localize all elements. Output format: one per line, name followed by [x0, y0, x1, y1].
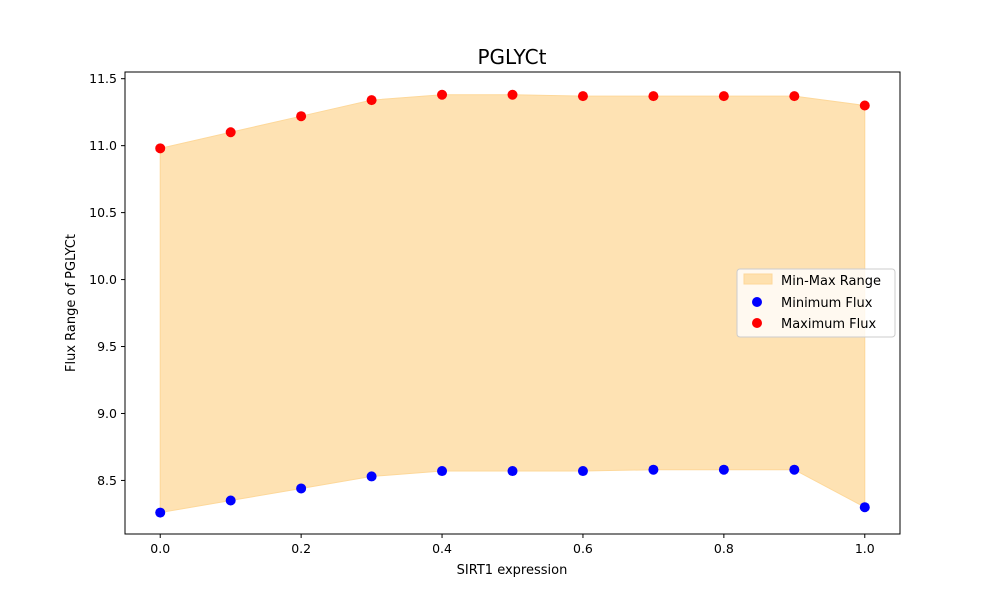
y-tick-label-6: 11.5 — [89, 71, 117, 86]
legend-label-range: Min-Max Range — [781, 274, 881, 289]
point-max-flux-0 — [155, 143, 166, 154]
point-max-flux-1 — [225, 127, 236, 138]
point-min-flux-6 — [577, 466, 588, 477]
point-min-flux-10 — [859, 502, 870, 513]
x-tick-label-0: 0.0 — [150, 541, 170, 556]
y-tick-label-2: 9.5 — [97, 339, 117, 354]
point-min-flux-8 — [718, 464, 729, 475]
x-axis-label: SIRT1 expression — [457, 563, 568, 578]
y-tick-label-3: 10.0 — [89, 272, 117, 287]
point-max-flux-4 — [437, 89, 448, 100]
legend-swatch-range — [743, 273, 773, 285]
x-tick-label-3: 0.6 — [573, 541, 593, 556]
y-tick-label-1: 9.0 — [97, 406, 117, 421]
chart-title: PGLYCt — [478, 45, 547, 69]
y-axis: 8.5 9.0 9.5 10.0 10.5 11.0 11.5 — [89, 71, 125, 488]
point-max-flux-10 — [859, 100, 870, 111]
point-max-flux-8 — [718, 91, 729, 102]
point-min-flux-9 — [789, 464, 800, 475]
point-min-flux-7 — [648, 464, 659, 475]
legend: Min-Max Range Minimum Flux Maximum Flux — [736, 268, 896, 338]
point-min-flux-3 — [366, 471, 377, 482]
legend-marker-min — [752, 297, 762, 307]
point-min-flux-5 — [507, 466, 518, 477]
legend-box — [736, 268, 896, 338]
point-min-flux-1 — [225, 495, 236, 506]
point-min-flux-0 — [155, 507, 166, 518]
x-tick-label-5: 1.0 — [855, 541, 875, 556]
point-max-flux-3 — [366, 95, 377, 106]
y-axis-label: Flux Range of PGLYCt — [64, 234, 79, 372]
legend-marker-max — [752, 318, 762, 328]
y-tick-label-0: 8.5 — [97, 473, 117, 488]
marker-layer — [155, 89, 870, 518]
x-tick-label-1: 0.2 — [291, 541, 311, 556]
plot-frame — [124, 71, 901, 535]
plot-area — [124, 71, 901, 535]
point-max-flux-2 — [296, 111, 307, 122]
legend-label-max: Maximum Flux — [781, 317, 877, 332]
point-min-flux-4 — [437, 466, 448, 477]
point-max-flux-6 — [577, 91, 588, 102]
x-tick-label-2: 0.4 — [432, 541, 452, 556]
x-axis: 0.0 0.2 0.4 0.6 0.8 1.0 — [150, 534, 875, 556]
point-max-flux-9 — [789, 91, 800, 102]
x-tick-label-4: 0.8 — [714, 541, 734, 556]
point-min-flux-2 — [296, 483, 307, 494]
legend-label-min: Minimum Flux — [781, 296, 873, 311]
point-max-flux-7 — [648, 91, 659, 102]
point-max-flux-5 — [507, 89, 518, 100]
y-tick-label-5: 11.0 — [89, 138, 117, 153]
y-tick-label-4: 10.5 — [89, 205, 117, 220]
